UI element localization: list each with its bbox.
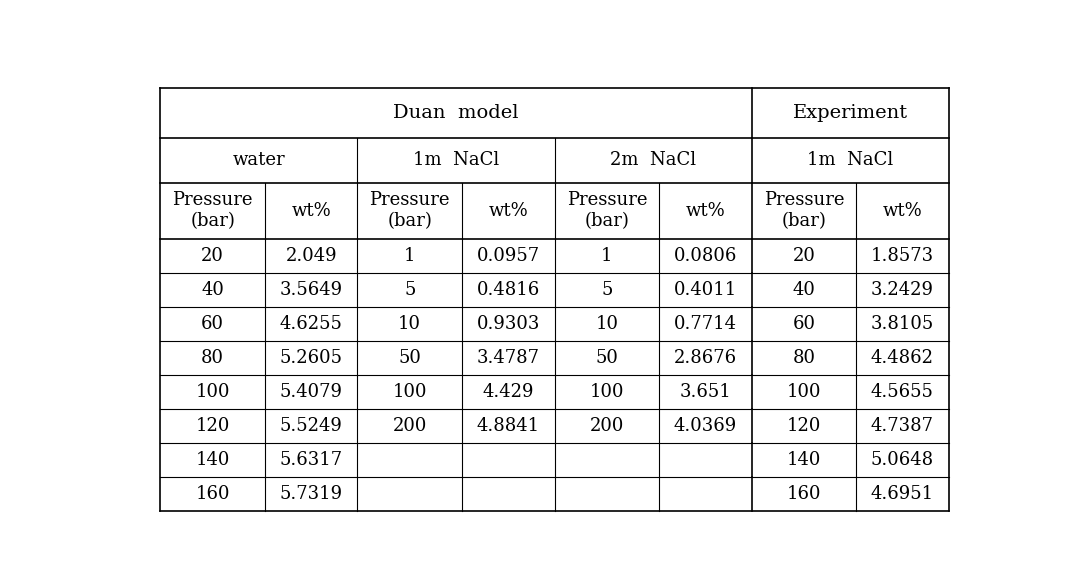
Text: 20: 20: [201, 246, 224, 265]
Text: 100: 100: [787, 383, 821, 401]
Text: 120: 120: [196, 417, 229, 434]
Text: Pressure
(bar): Pressure (bar): [369, 191, 450, 230]
Text: 0.9303: 0.9303: [476, 315, 540, 333]
Text: Duan  model: Duan model: [393, 104, 518, 122]
Text: wt%: wt%: [291, 201, 331, 220]
Text: 50: 50: [595, 349, 618, 367]
Text: 4.0369: 4.0369: [674, 417, 737, 434]
Text: 40: 40: [201, 281, 224, 299]
Text: 3.4787: 3.4787: [477, 349, 540, 367]
Text: 4.6255: 4.6255: [280, 315, 343, 333]
Text: 20: 20: [792, 246, 816, 265]
Text: Pressure
(bar): Pressure (bar): [567, 191, 647, 230]
Text: water: water: [233, 151, 286, 169]
Text: 100: 100: [196, 383, 230, 401]
Text: 50: 50: [398, 349, 421, 367]
Text: 200: 200: [590, 417, 624, 434]
Text: 1m  NaCl: 1m NaCl: [413, 151, 499, 169]
Text: 2m  NaCl: 2m NaCl: [610, 151, 696, 169]
Text: 5.2605: 5.2605: [280, 349, 343, 367]
Text: 1m  NaCl: 1m NaCl: [807, 151, 894, 169]
Text: 2.049: 2.049: [286, 246, 337, 265]
Text: 5: 5: [404, 281, 415, 299]
Text: 3.5649: 3.5649: [279, 281, 343, 299]
Text: 1.8573: 1.8573: [871, 246, 934, 265]
Text: 5.6317: 5.6317: [279, 451, 343, 469]
Text: 4.5655: 4.5655: [871, 383, 934, 401]
Text: Pressure
(bar): Pressure (bar): [172, 191, 253, 230]
Text: 40: 40: [792, 281, 816, 299]
Text: 5: 5: [602, 281, 612, 299]
Text: 5.7319: 5.7319: [279, 485, 343, 503]
Text: 160: 160: [787, 485, 821, 503]
Text: 4.6951: 4.6951: [871, 485, 934, 503]
Text: 3.651: 3.651: [679, 383, 731, 401]
Text: 10: 10: [398, 315, 421, 333]
Text: 100: 100: [393, 383, 427, 401]
Text: 160: 160: [196, 485, 230, 503]
Text: 0.4816: 0.4816: [477, 281, 540, 299]
Text: wt%: wt%: [686, 201, 725, 220]
Text: 5.0648: 5.0648: [871, 451, 934, 469]
Text: 4.4862: 4.4862: [871, 349, 934, 367]
Text: 4.429: 4.429: [483, 383, 535, 401]
Text: 3.8105: 3.8105: [871, 315, 934, 333]
Text: 0.4011: 0.4011: [674, 281, 737, 299]
Text: wt%: wt%: [883, 201, 922, 220]
Text: 140: 140: [196, 451, 229, 469]
Text: 1: 1: [602, 246, 612, 265]
Text: 4.7387: 4.7387: [871, 417, 934, 434]
Text: Experiment: Experiment: [792, 104, 908, 122]
Text: 80: 80: [792, 349, 816, 367]
Text: 100: 100: [590, 383, 624, 401]
Text: 3.2429: 3.2429: [871, 281, 934, 299]
Text: wt%: wt%: [488, 201, 528, 220]
Text: 120: 120: [787, 417, 821, 434]
Text: 0.0806: 0.0806: [674, 246, 737, 265]
Text: 200: 200: [393, 417, 427, 434]
Text: 80: 80: [201, 349, 224, 367]
Text: 10: 10: [595, 315, 618, 333]
Text: 0.0957: 0.0957: [477, 246, 540, 265]
Text: 0.7714: 0.7714: [674, 315, 737, 333]
Text: 4.8841: 4.8841: [477, 417, 540, 434]
Text: Pressure
(bar): Pressure (bar): [764, 191, 844, 230]
Text: 2.8676: 2.8676: [674, 349, 737, 367]
Text: 140: 140: [787, 451, 821, 469]
Text: 60: 60: [201, 315, 224, 333]
Text: 5.4079: 5.4079: [280, 383, 343, 401]
Text: 5.5249: 5.5249: [280, 417, 343, 434]
Text: 60: 60: [792, 315, 816, 333]
Text: 1: 1: [404, 246, 415, 265]
